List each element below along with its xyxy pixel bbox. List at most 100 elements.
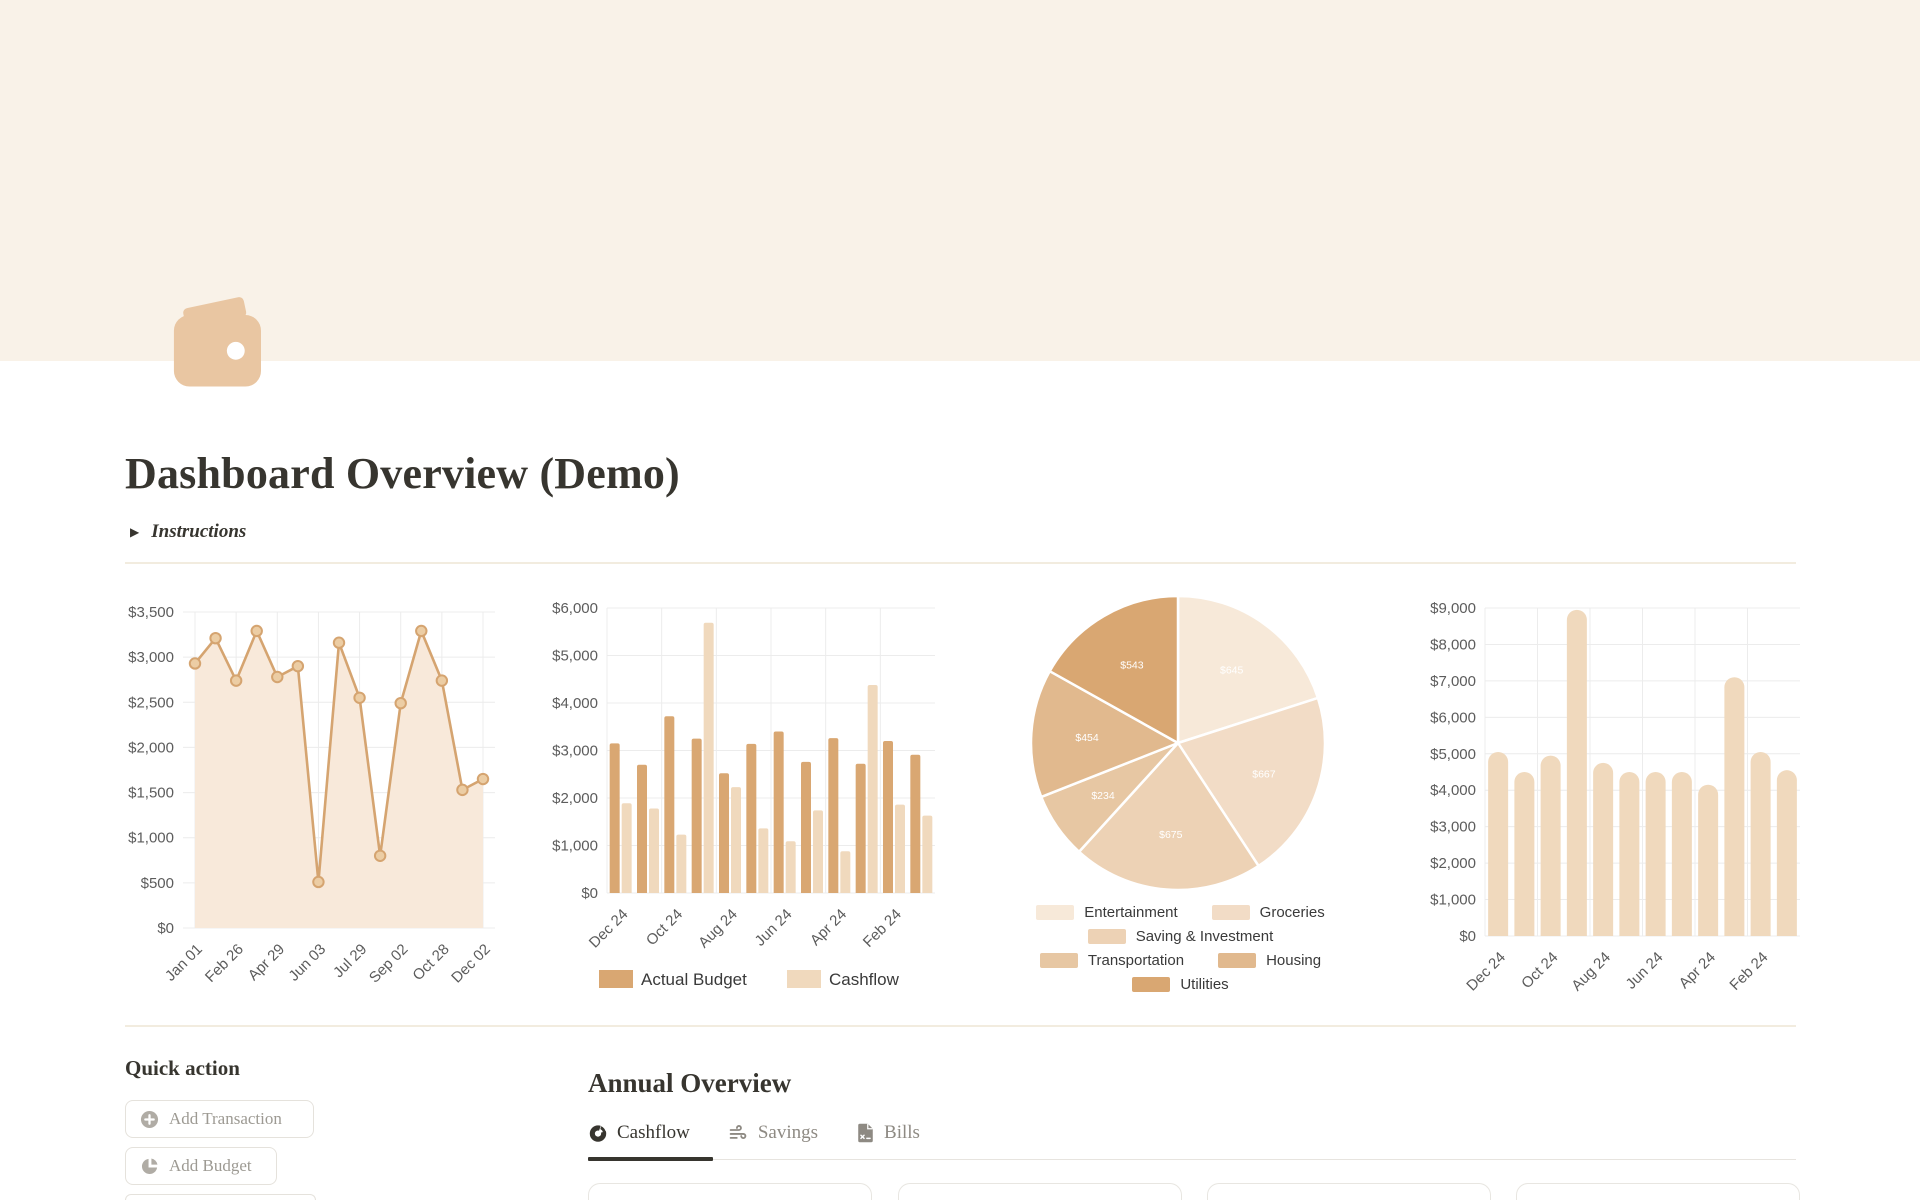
add-transaction-button[interactable]: Add Transaction [125,1100,314,1138]
quick-action-heading: Quick action [125,1056,240,1080]
svg-text:Sep 02: Sep 02 [366,941,412,987]
svg-text:$2,000: $2,000 [1430,855,1476,872]
spending-breakdown-pie-chart: $645 $667 $675 $234 $454 $543 Entertainment Gr… [1008,593,1353,993]
svg-text:Jun 24: Jun 24 [1623,949,1667,993]
instructions-toggle[interactable]: ▶ Instructions [130,521,246,543]
tab-savings[interactable]: Savings [728,1122,818,1144]
svg-text:Feb 24: Feb 24 [1726,949,1771,994]
annual-overview-tabs: Cashflow Savings Bills [588,1122,920,1144]
svg-text:$7,000: $7,000 [1430,673,1476,690]
svg-text:$543: $543 [1120,659,1144,671]
pie-legend-item: Groceries [1211,904,1325,921]
annual-overview-heading: Annual Overview [588,1068,792,1098]
svg-text:$4,000: $4,000 [1430,782,1476,799]
svg-text:$9,000: $9,000 [1430,600,1476,617]
monthly-income-chart: $0 $1,000 $2,000 $3,000 $4,000 $5,000 $6,000 $7… [1415,598,1810,1015]
svg-text:$500: $500 [141,875,174,892]
svg-text:$234: $234 [1091,790,1115,802]
svg-text:$5,000: $5,000 [552,648,598,665]
tab-cashflow-label: Cashflow [617,1122,690,1143]
svg-text:Jul 29: Jul 29 [330,941,370,981]
svg-text:Cashflow: Cashflow [829,970,900,989]
svg-text:Aug 24: Aug 24 [1568,949,1614,995]
svg-text:Dec 02: Dec 02 [448,941,494,987]
pie-legend-swatch [1218,953,1257,968]
svg-text:Jun 03: Jun 03 [285,941,329,985]
svg-text:Apr 24: Apr 24 [807,906,850,949]
tab-bills-label: Bills [884,1122,920,1143]
overview-card [1207,1183,1491,1200]
add-budget-label: Add Budget [169,1156,252,1175]
svg-text:$6,000: $6,000 [1430,709,1476,726]
svg-text:$6,000: $6,000 [552,600,598,617]
cash-flow-icon [729,1124,747,1139]
pie-legend-label: Utilities [1180,976,1229,993]
svg-text:$8,000: $8,000 [1430,636,1476,653]
svg-text:Jan 01: Jan 01 [162,941,206,985]
pie-legend-swatch [1036,905,1075,920]
svg-text:$0: $0 [581,885,598,902]
page-cover-banner [0,0,1920,361]
pie-legend-swatch [1132,977,1171,992]
overview-card [588,1183,872,1200]
overview-card [1516,1183,1800,1200]
wallet-icon-glyph [173,292,261,387]
svg-text:$3,000: $3,000 [552,743,598,760]
pie-legend-item: Transportation [1039,952,1185,969]
svg-text:$3,500: $3,500 [128,604,174,621]
overview-card [898,1183,1182,1200]
svg-text:$667: $667 [1252,768,1276,780]
svg-text:$2,500: $2,500 [128,694,174,711]
svg-text:$645: $645 [1220,664,1244,676]
svg-text:$675: $675 [1159,829,1183,841]
tabs-divider [588,1159,1796,1160]
wallet-icon[interactable] [162,288,272,398]
divider-top [125,562,1796,564]
pie-legend-item: Utilities [1132,976,1229,993]
pie-legend: Entertainment Groceries Saving & Investmen… [1008,904,1353,993]
donut-chart-icon [589,1123,608,1142]
pie-legend-swatch [1087,929,1126,944]
svg-text:$1,000: $1,000 [552,838,598,855]
svg-text:$1,500: $1,500 [128,785,174,802]
pie-legend-swatch [1211,905,1250,920]
svg-text:Apr 29: Apr 29 [245,941,288,984]
svg-text:$2,000: $2,000 [128,739,174,756]
toggle-triangle-icon: ▶ [130,524,140,539]
quick-action-button-partial[interactable] [125,1194,316,1200]
plus-circle-icon [140,1110,159,1128]
svg-text:$3,000: $3,000 [1430,819,1476,836]
svg-text:$2,000: $2,000 [552,790,598,807]
svg-text:$454: $454 [1075,732,1099,744]
pie-legend-label: Transportation [1087,952,1185,969]
receipt-icon [858,1123,873,1143]
add-transaction-label: Add Transaction [169,1109,282,1128]
svg-text:Jun 24: Jun 24 [752,906,796,950]
budget-vs-cashflow-chart: $0 $1,000 $2,000 $3,000 $4,000 $5,000 $6,000 De… [545,598,945,1015]
pie-legend-item: Saving & Investment [1087,928,1274,945]
svg-text:Dec 24: Dec 24 [586,906,632,952]
tab-bills[interactable]: Bills [856,1122,920,1144]
svg-text:Feb 26: Feb 26 [202,941,247,986]
svg-text:$4,000: $4,000 [552,695,598,712]
instructions-label: Instructions [151,521,247,542]
svg-text:Dec 24: Dec 24 [1463,949,1509,995]
svg-text:Aug 24: Aug 24 [695,906,741,952]
svg-text:Feb 24: Feb 24 [860,906,905,951]
svg-text:$1,000: $1,000 [128,830,174,847]
pie-legend-label: Groceries [1259,904,1325,921]
svg-text:$0: $0 [1459,928,1476,945]
tab-cashflow[interactable]: Cashflow [588,1122,690,1144]
add-budget-button[interactable]: Add Budget [125,1147,277,1185]
svg-text:$5,000: $5,000 [1430,746,1476,763]
svg-text:$1,000: $1,000 [1430,892,1476,909]
tab-savings-label: Savings [757,1122,819,1143]
svg-text:Oct 24: Oct 24 [643,906,686,949]
svg-text:Oct 24: Oct 24 [1518,949,1561,992]
pie-legend-item: Housing [1218,952,1321,969]
pie-chart-icon [141,1158,158,1174]
page-title: Dashboard Overview (Demo) [125,449,680,498]
svg-text:Actual Budget: Actual Budget [641,970,747,989]
pie-legend-label: Entertainment [1084,904,1178,921]
pie-legend-label: Saving & Investment [1135,928,1274,945]
